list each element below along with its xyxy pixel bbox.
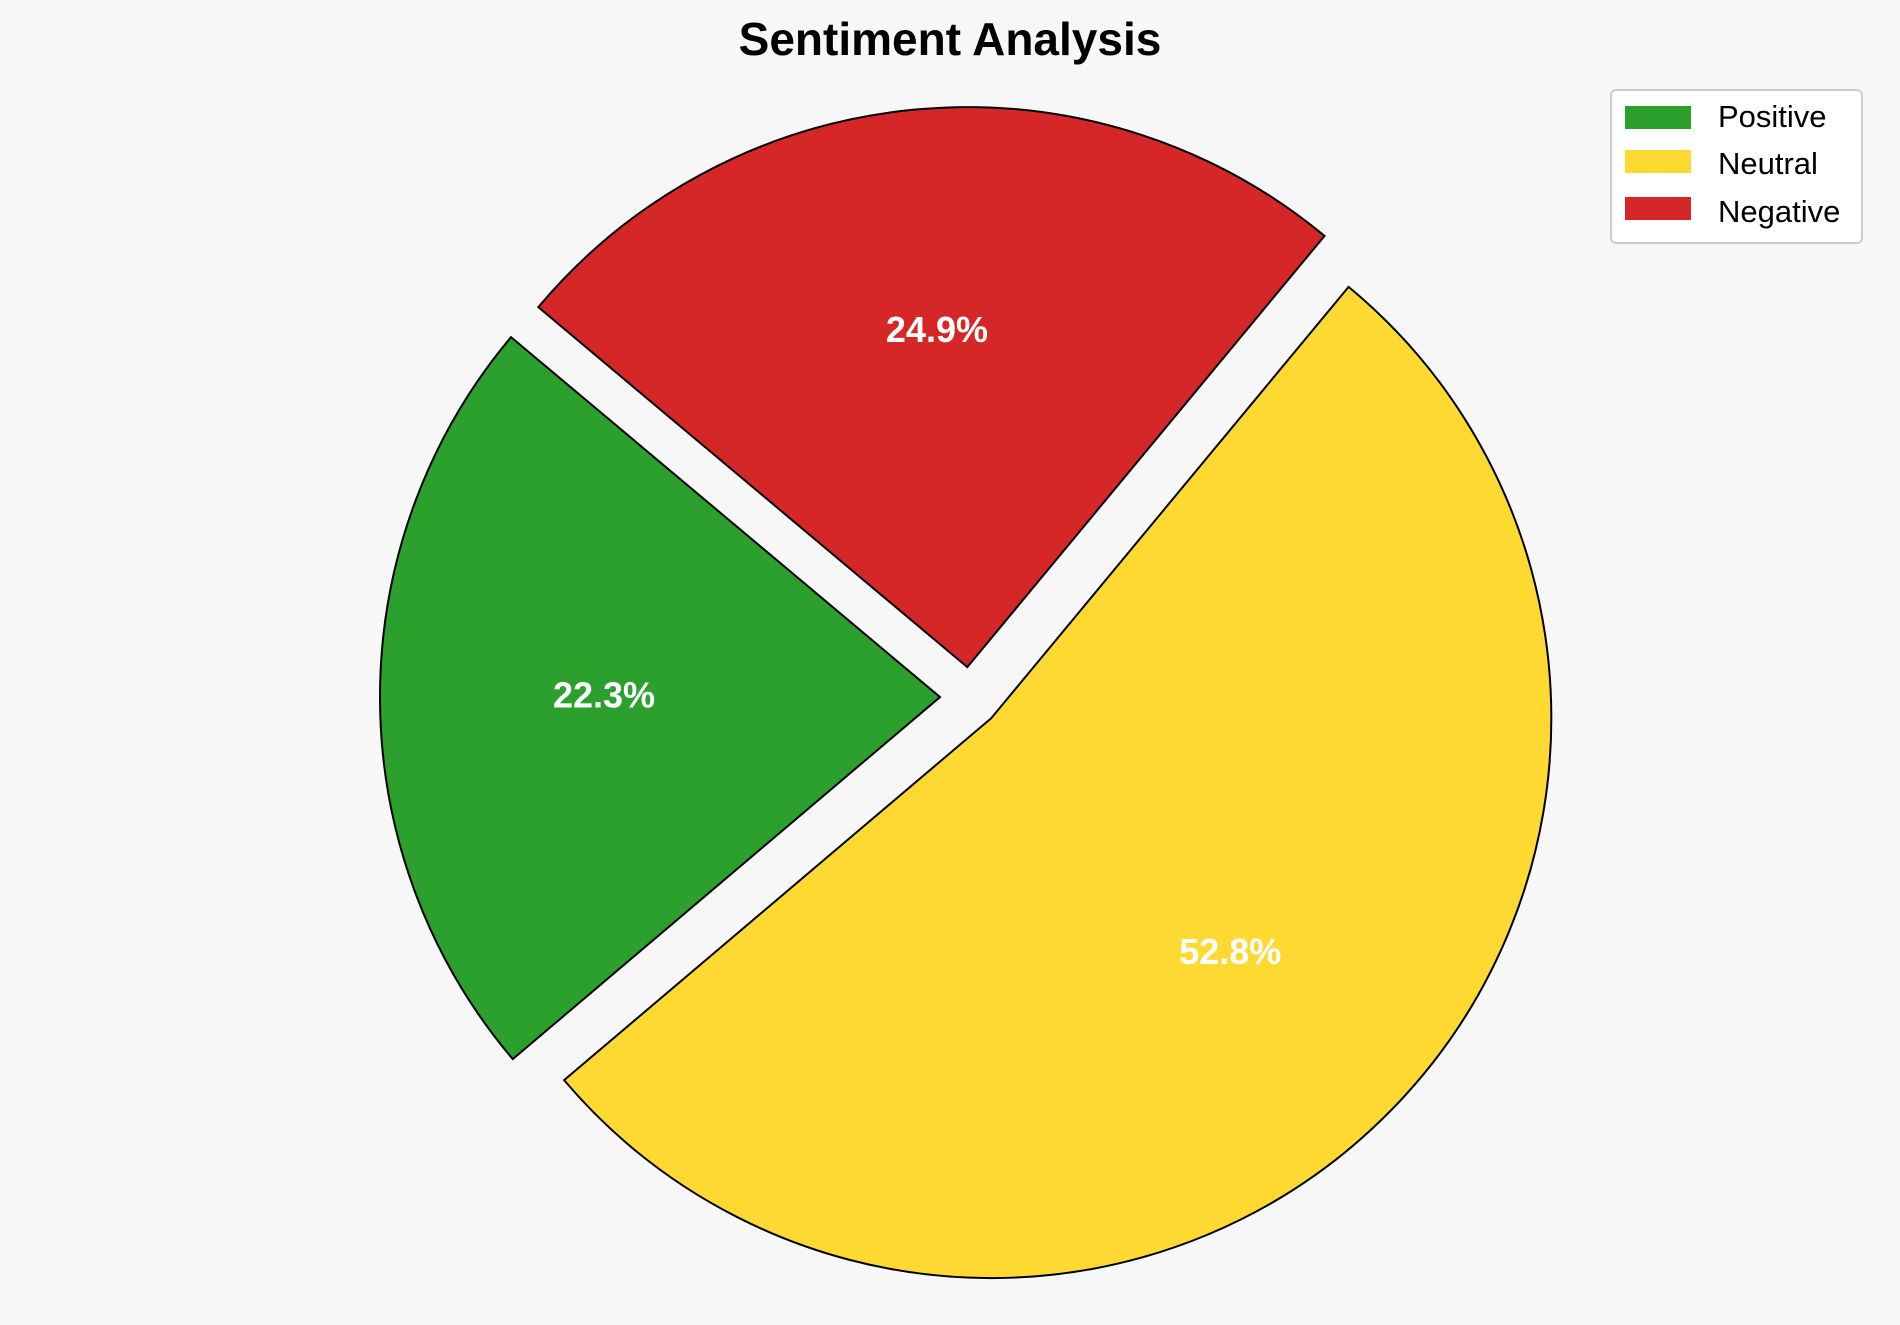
pie-label-positive: 22.3% [553,674,655,715]
pie-slice-positive [378,335,942,1061]
pie-slice-negative [536,106,1326,669]
pie-slice-labels: 22.3% 52.8% 24.9% [553,309,1281,972]
legend-label-negative: Negative [1718,194,1840,229]
chart-title: Sentiment Analysis [739,13,1162,65]
legend: Positive Neutral Negative [1610,89,1863,244]
legend-swatch-negative [1625,197,1691,220]
legend-swatch-neutral [1625,150,1691,173]
pie-slice-neutral [562,285,1553,1280]
pie-slices [378,106,1553,1280]
legend-label-positive: Positive [1718,99,1827,134]
legend-label-neutral: Neutral [1718,146,1818,181]
pie-label-negative: 24.9% [886,309,988,350]
legend-swatch-positive [1625,106,1691,129]
pie-label-neutral: 52.8% [1179,931,1281,972]
